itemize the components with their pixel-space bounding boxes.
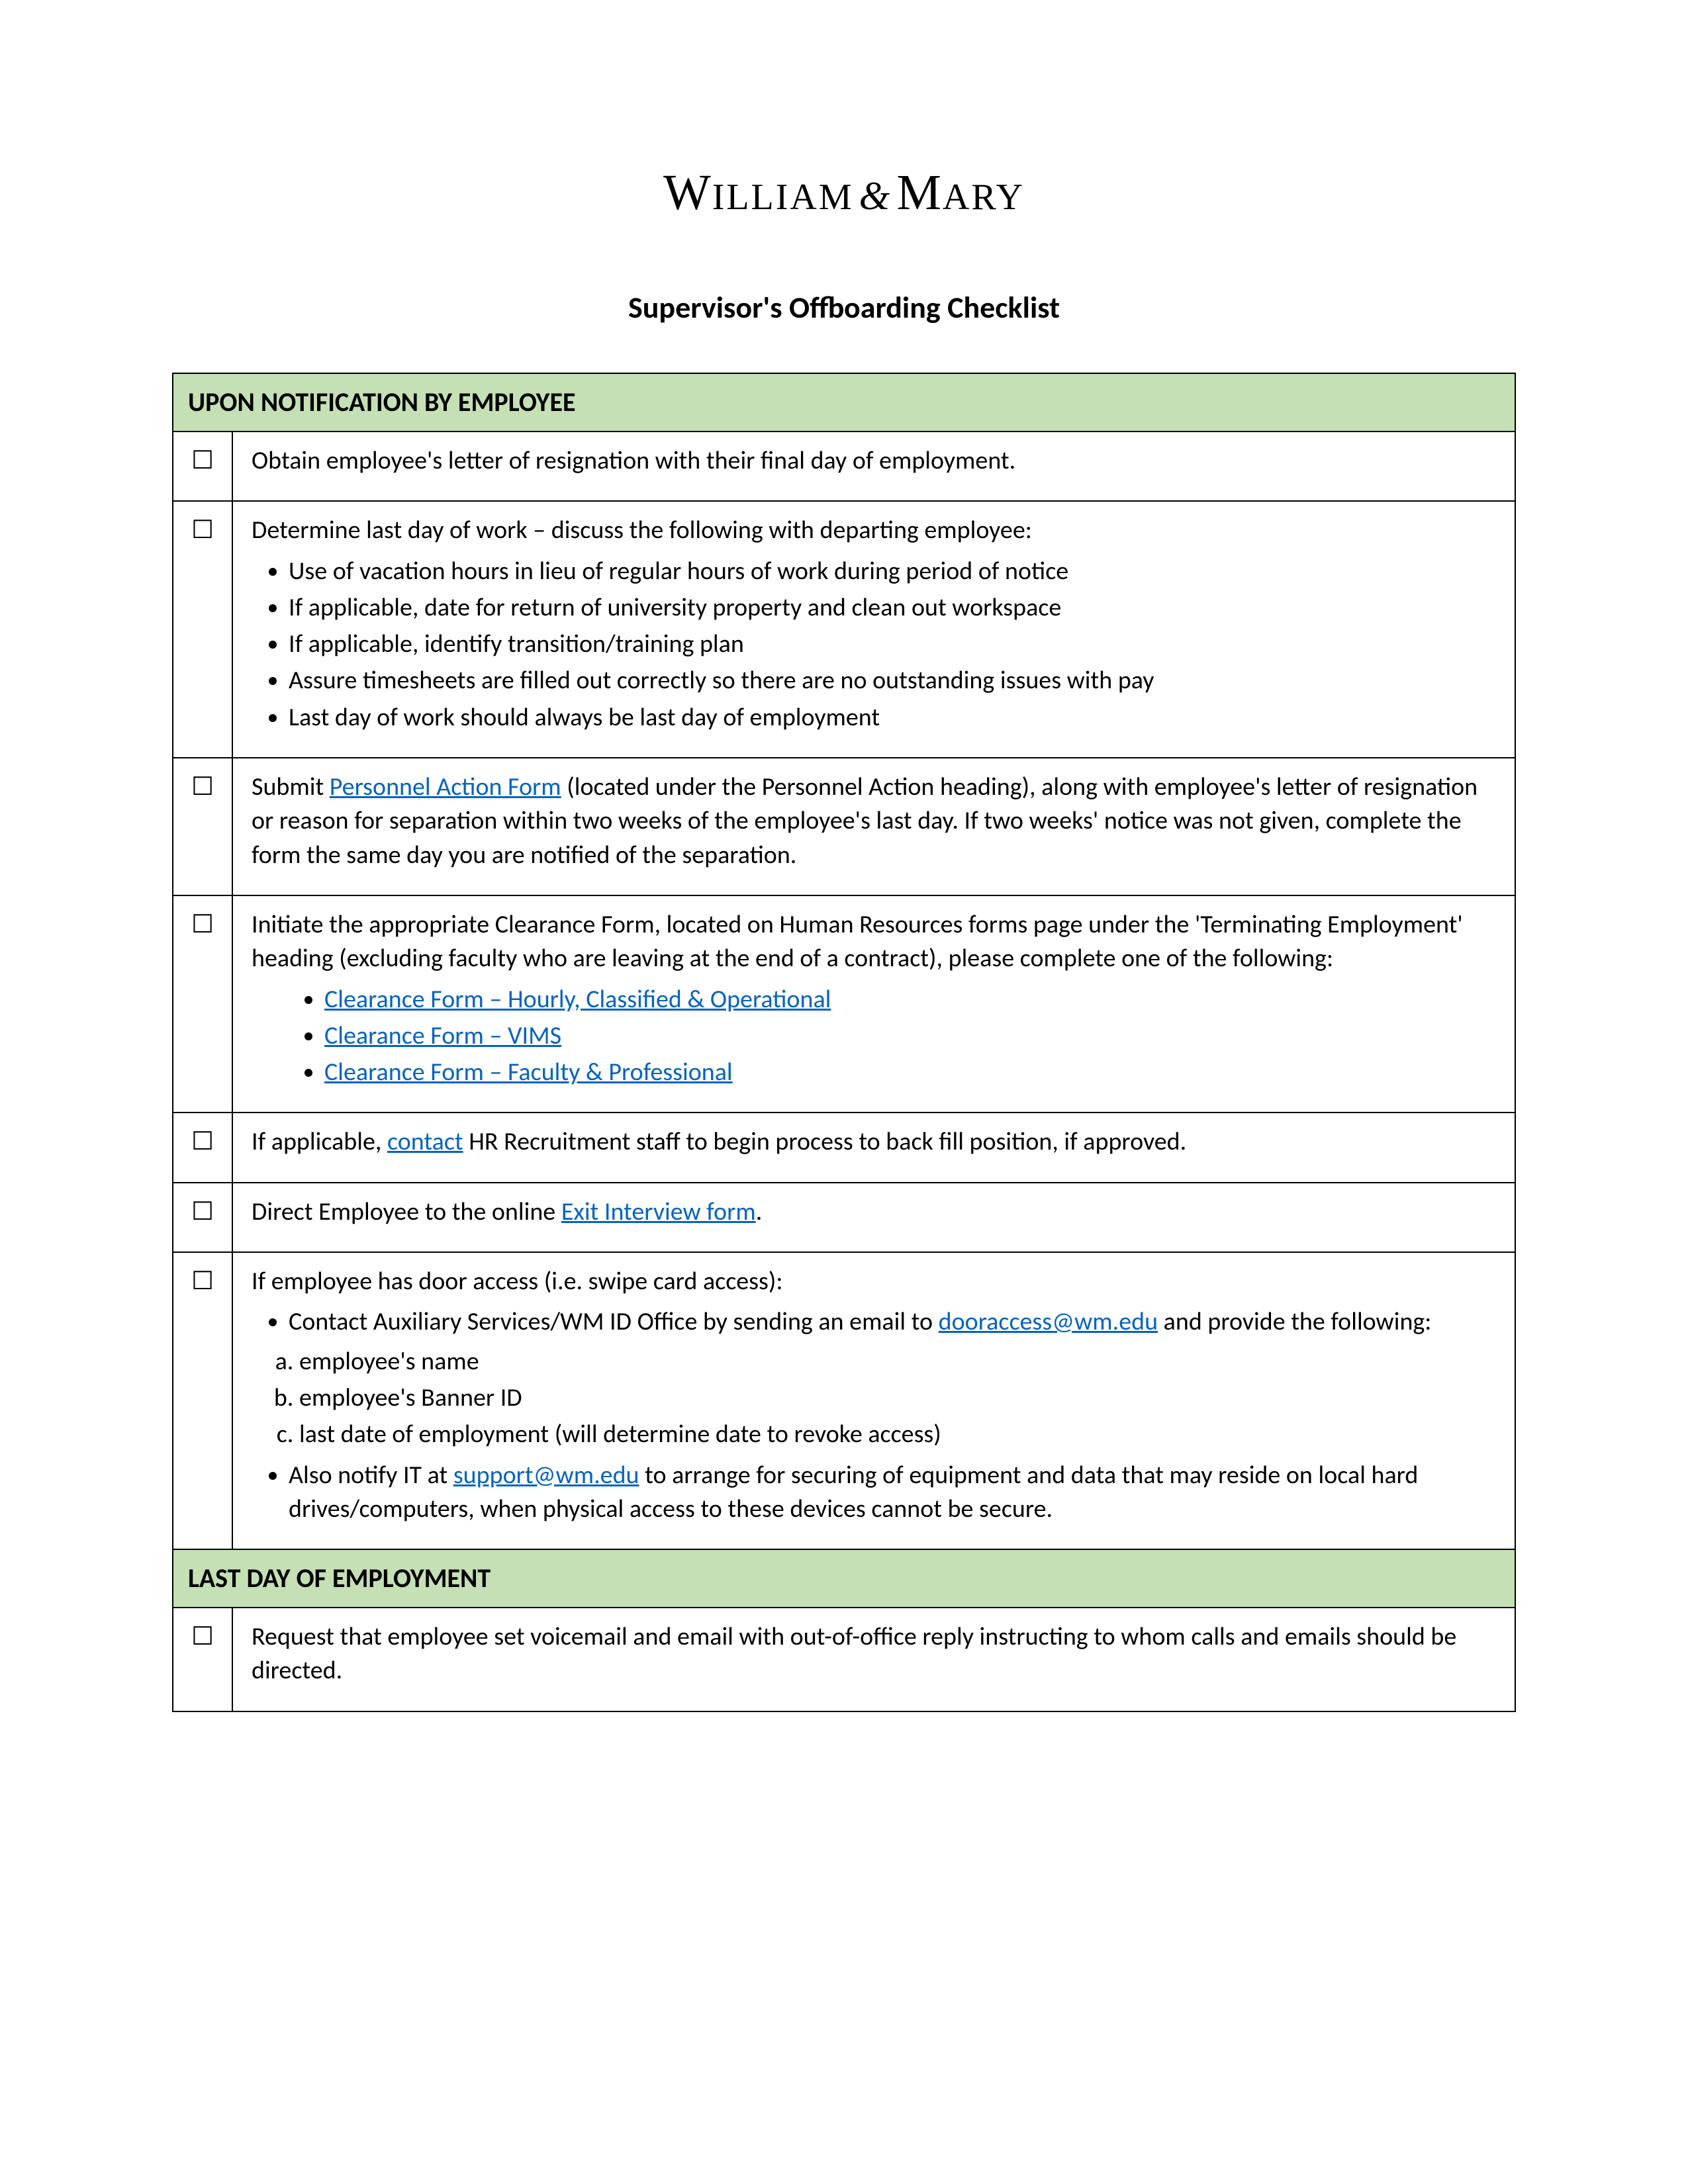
checkbox-cell[interactable]: ☐ bbox=[173, 432, 232, 501]
task-cell: Determine last day of work – discuss the… bbox=[232, 501, 1515, 758]
checkbox-cell[interactable]: ☐ bbox=[173, 895, 232, 1113]
task-cell: Direct Employee to the online Exit Inter… bbox=[232, 1183, 1515, 1252]
section-header-row: UPON NOTIFICATION BY EMPLOYEE bbox=[173, 373, 1515, 432]
william-and-mary-logo: W ILLIAM & M ARY bbox=[645, 159, 1043, 230]
checkbox-cell[interactable]: ☐ bbox=[173, 1113, 232, 1182]
table-row: ☐Initiate the appropriate Clearance Form… bbox=[173, 895, 1515, 1113]
section-header-cell: UPON NOTIFICATION BY EMPLOYEE bbox=[173, 373, 1515, 432]
page: W ILLIAM & M ARY Supervisor's Offboardin… bbox=[0, 0, 1688, 2184]
support-email-link[interactable]: support@wm.edu bbox=[453, 1460, 639, 1490]
logo-letter-w: W bbox=[663, 164, 712, 222]
checkbox-cell[interactable]: ☐ bbox=[173, 1183, 232, 1252]
task-cell: Initiate the appropriate Clearance Form,… bbox=[232, 895, 1515, 1113]
task-cell: Submit Personnel Action Form (located un… bbox=[232, 758, 1515, 895]
clearance-faculty-link[interactable]: Clearance Form – Faculty & Professional bbox=[324, 1057, 733, 1087]
checkbox-cell[interactable]: ☐ bbox=[173, 1608, 232, 1711]
task-cell: Obtain employee's letter of resignation … bbox=[232, 432, 1515, 501]
table-row: ☐Submit Personnel Action Form (located u… bbox=[173, 758, 1515, 895]
task-cell: If employee has door access (i.e. swipe … bbox=[232, 1252, 1515, 1549]
logo-letter-m: M bbox=[896, 164, 943, 222]
table-row: ☐Determine last day of work – discuss th… bbox=[173, 501, 1515, 758]
task-cell: Request that employee set voicemail and … bbox=[232, 1608, 1515, 1711]
clearance-hourly-link[interactable]: Clearance Form – Hourly, Classified & Op… bbox=[324, 984, 831, 1015]
section-header-row: LAST DAY OF EMPLOYMENT bbox=[173, 1549, 1515, 1608]
logo-illiam: ILLIAM bbox=[712, 176, 854, 218]
table-row: ☐Obtain employee's letter of resignation… bbox=[173, 432, 1515, 501]
page-title: Supervisor's Offboarding Checklist bbox=[172, 289, 1516, 326]
exit-interview-link[interactable]: Exit Interview form bbox=[561, 1197, 756, 1227]
table-row: ☐Direct Employee to the online Exit Inte… bbox=[173, 1183, 1515, 1252]
table-row: ☐If applicable, contact HR Recruitment s… bbox=[173, 1113, 1515, 1182]
logo-ary: ARY bbox=[943, 176, 1025, 218]
task-cell: If applicable, contact HR Recruitment st… bbox=[232, 1113, 1515, 1182]
checkbox-cell[interactable]: ☐ bbox=[173, 1252, 232, 1549]
table-row: ☐Request that employee set voicemail and… bbox=[173, 1608, 1515, 1711]
checklist-table: UPON NOTIFICATION BY EMPLOYEE☐Obtain emp… bbox=[172, 373, 1516, 1712]
personnel-action-form-link[interactable]: Personnel Action Form bbox=[330, 772, 561, 802]
table-row: ☐If employee has door access (i.e. swipe… bbox=[173, 1252, 1515, 1549]
contact-link[interactable]: contact bbox=[387, 1126, 463, 1157]
dooraccess-email-link[interactable]: dooraccess@wm.edu bbox=[939, 1306, 1158, 1337]
checkbox-cell[interactable]: ☐ bbox=[173, 501, 232, 758]
section-header-cell: LAST DAY OF EMPLOYMENT bbox=[173, 1549, 1515, 1608]
logo-ampersand: & bbox=[854, 173, 897, 219]
clearance-vims-link[interactable]: Clearance Form – VIMS bbox=[324, 1021, 561, 1051]
checkbox-cell[interactable]: ☐ bbox=[173, 758, 232, 895]
logo-container: W ILLIAM & M ARY bbox=[172, 159, 1516, 230]
